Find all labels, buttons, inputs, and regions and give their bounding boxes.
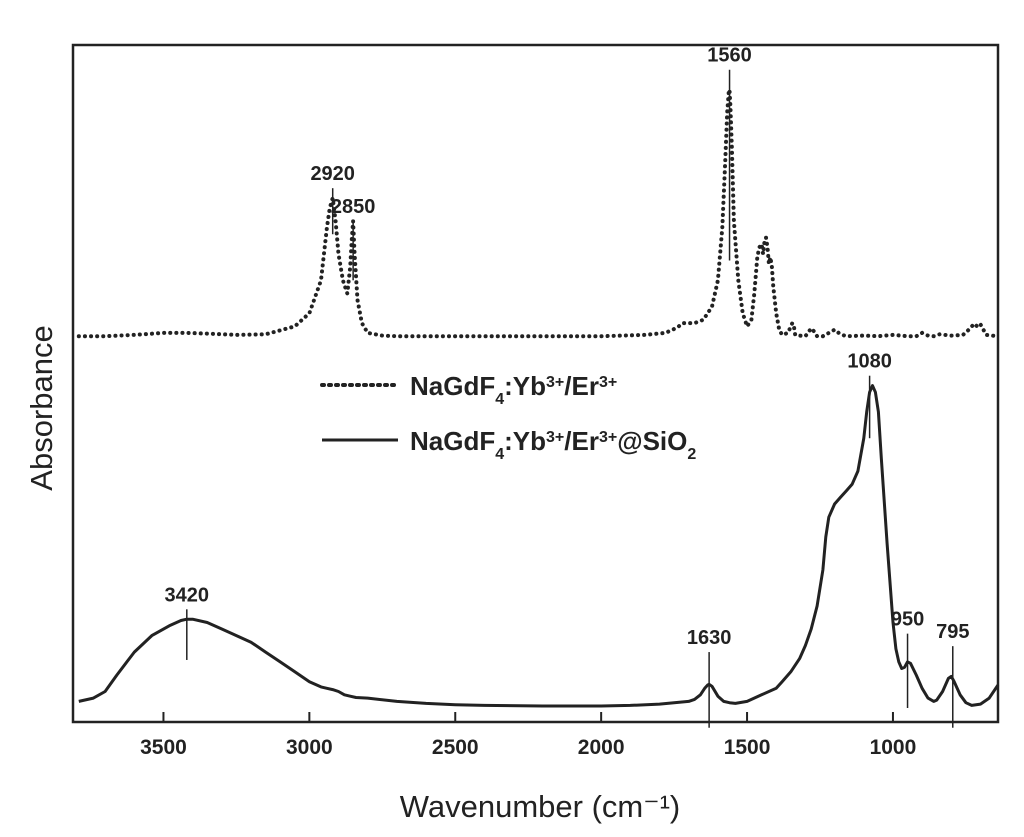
x-tick-label: 2500: [432, 736, 479, 759]
legend-label-uncoated: NaGdF4:Yb3+/Er3+: [410, 371, 617, 408]
x-tick-label: 1500: [724, 736, 771, 759]
x-tick-label: 3500: [140, 736, 187, 759]
peak-label: 1560: [707, 45, 752, 67]
legend-label-coated: NaGdF4:Yb3+/Er3+@SiO2: [410, 426, 696, 463]
peak-annotations: 2920 2850 1560 1080 3420 1630 950 795: [165, 45, 969, 728]
x-axis-title: Wavenumber (cm⁻¹): [400, 789, 680, 824]
peak-label: 3420: [165, 584, 210, 606]
plot-frame: [71, 43, 1000, 724]
peak-label: 950: [891, 609, 924, 631]
peak-label: 795: [936, 621, 969, 643]
x-axis-ticks: 3500 3000 2500 2000 1500 1000: [140, 712, 916, 759]
series-uncoated-line: [76, 87, 1000, 339]
peak-label: 1080: [847, 351, 892, 373]
legend: NaGdF4:Yb3+/Er3+ NaGdF4:Yb3+/Er3+@SiO2: [320, 371, 696, 463]
peak-label: 2920: [310, 163, 355, 185]
peak-label: 1630: [687, 627, 732, 649]
peak-label: 2850: [331, 196, 376, 218]
series-layer: [76, 87, 1000, 708]
x-tick-label: 2000: [578, 736, 625, 759]
x-tick-label: 3000: [286, 736, 333, 759]
y-axis-title: Absorbance: [24, 325, 59, 490]
series-coated-line: [78, 384, 1000, 708]
x-tick-label: 1000: [870, 736, 917, 759]
